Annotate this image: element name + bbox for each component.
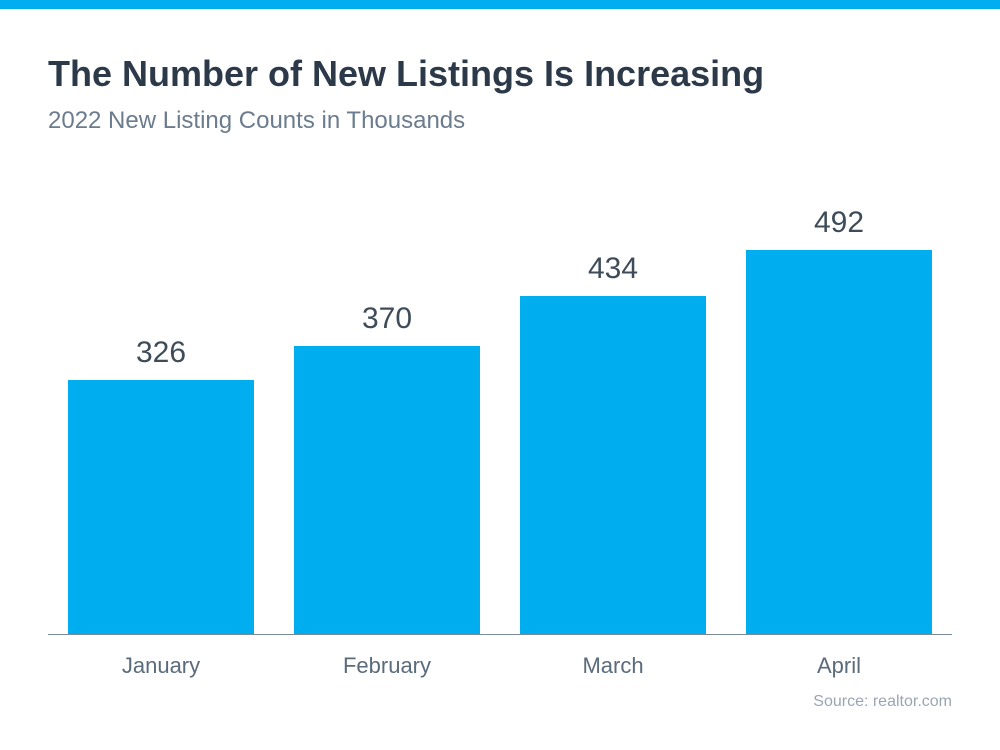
bars-row: 326 370 434 492 xyxy=(48,205,952,635)
chart-plot-area: 326 370 434 492 xyxy=(48,205,952,635)
bar-group: 492 xyxy=(746,205,932,635)
x-axis-labels: January February March April xyxy=(48,653,952,679)
bar-value-label: 434 xyxy=(588,252,638,286)
chart-container: The Number of New Listings Is Increasing… xyxy=(0,53,1000,711)
bar-value-label: 370 xyxy=(362,302,412,336)
top-accent-bar xyxy=(0,0,1000,9)
bar-value-label: 492 xyxy=(814,206,864,240)
x-axis-label: January xyxy=(68,653,254,679)
source-attribution: Source: realtor.com xyxy=(48,693,952,711)
bar xyxy=(520,296,706,635)
x-axis-label: March xyxy=(520,653,706,679)
bar xyxy=(68,380,254,635)
x-axis-baseline xyxy=(48,634,952,635)
chart-title: The Number of New Listings Is Increasing xyxy=(48,53,952,95)
bar-value-label: 326 xyxy=(136,336,186,370)
bar-group: 326 xyxy=(68,205,254,635)
bar-group: 370 xyxy=(294,205,480,635)
bar xyxy=(294,346,480,635)
chart-subtitle: 2022 New Listing Counts in Thousands xyxy=(48,107,952,135)
bar xyxy=(746,250,932,635)
bar-group: 434 xyxy=(520,205,706,635)
x-axis-label: April xyxy=(746,653,932,679)
x-axis-label: February xyxy=(294,653,480,679)
